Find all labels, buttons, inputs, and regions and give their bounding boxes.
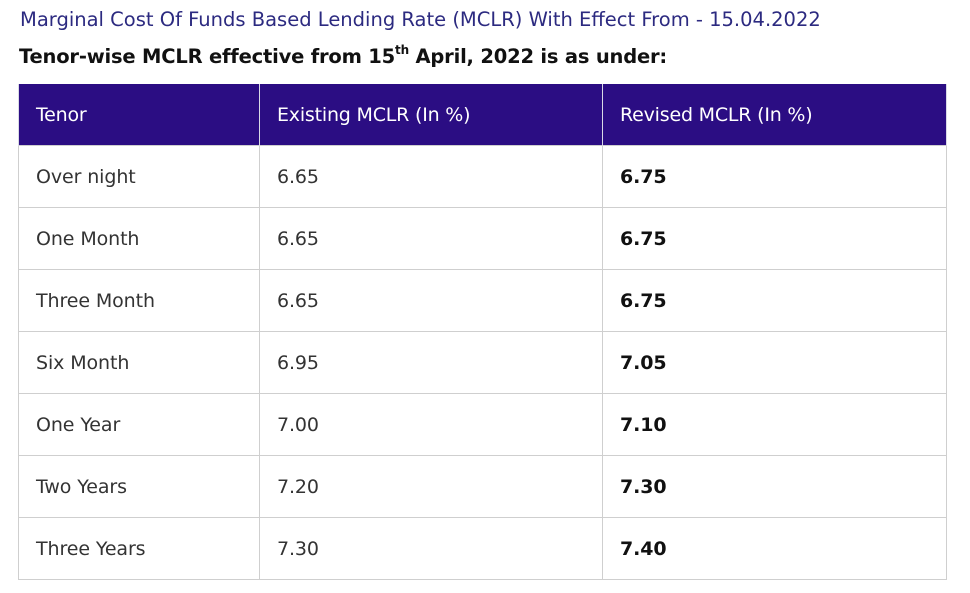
revised-mclr-cell: 6.75	[602, 269, 947, 332]
page-title: Marginal Cost Of Funds Based Lending Rat…	[20, 8, 821, 31]
existing-mclr-cell: 7.20	[259, 455, 603, 518]
tenor-cell: Over night	[18, 145, 260, 208]
tenor-cell: One Year	[18, 393, 260, 456]
revised-mclr-cell: 6.75	[602, 207, 947, 270]
tenor-cell: Two Years	[18, 455, 260, 518]
existing-mclr-cell: 6.65	[259, 145, 603, 208]
subtitle-text-start: Tenor-wise MCLR effective from 15	[19, 45, 396, 68]
header-existing-mclr: Existing MCLR (In %)	[259, 84, 603, 146]
subtitle-ordinal-suffix: th	[395, 42, 409, 57]
table-row: Six Month 6.95 7.05	[18, 331, 947, 394]
revised-mclr-cell: 7.10	[602, 393, 947, 456]
revised-mclr-cell: 7.05	[602, 331, 947, 394]
table-row: One Year 7.00 7.10	[18, 393, 947, 456]
tenor-cell: Three Years	[18, 517, 260, 580]
table-row: One Month 6.65 6.75	[18, 207, 947, 270]
existing-mclr-cell: 6.65	[259, 207, 603, 270]
table-row: Three Years 7.30 7.40	[18, 517, 947, 580]
existing-mclr-cell: 6.65	[259, 269, 603, 332]
existing-mclr-cell: 7.00	[259, 393, 603, 456]
existing-mclr-cell: 7.30	[259, 517, 603, 580]
tenor-cell: Three Month	[18, 269, 260, 332]
tenor-cell: One Month	[18, 207, 260, 270]
table-row: Over night 6.65 6.75	[18, 145, 947, 208]
mclr-table: Tenor Existing MCLR (In %) Revised MCLR …	[18, 84, 947, 580]
tenor-cell: Six Month	[18, 331, 260, 394]
page-subtitle: Tenor-wise MCLR effective from 15th Apri…	[19, 42, 668, 69]
table-header-row: Tenor Existing MCLR (In %) Revised MCLR …	[18, 84, 947, 146]
table-row: Three Month 6.65 6.75	[18, 269, 947, 332]
revised-mclr-cell: 7.40	[602, 517, 947, 580]
subtitle-text-end: April, 2022 is as under:	[408, 45, 668, 68]
header-revised-mclr: Revised MCLR (In %)	[602, 84, 947, 146]
table-row: Two Years 7.20 7.30	[18, 455, 947, 518]
header-tenor: Tenor	[18, 84, 260, 146]
revised-mclr-cell: 6.75	[602, 145, 947, 208]
existing-mclr-cell: 6.95	[259, 331, 603, 394]
revised-mclr-cell: 7.30	[602, 455, 947, 518]
